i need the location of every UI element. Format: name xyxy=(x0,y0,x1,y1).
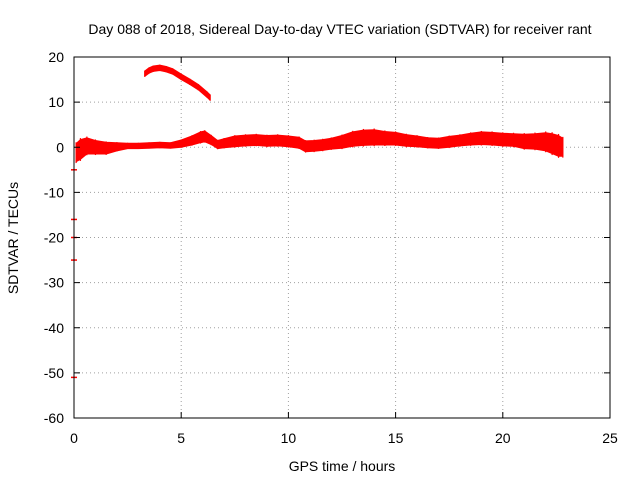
grid xyxy=(74,57,610,418)
series-arc xyxy=(144,64,211,101)
x-tick-label: 10 xyxy=(281,430,297,446)
y-tick-label: -60 xyxy=(44,410,64,426)
y-tick-label: -10 xyxy=(44,184,64,200)
y-tick-label: -30 xyxy=(44,275,64,291)
x-tick-label: 20 xyxy=(495,430,511,446)
y-tick-label: -20 xyxy=(44,230,64,246)
y-tick-label: -50 xyxy=(44,365,64,381)
x-tick-label: 25 xyxy=(602,430,618,446)
y-tick-label: 20 xyxy=(48,49,64,65)
y-tick-label: 0 xyxy=(56,139,64,155)
x-axis-label: GPS time / hours xyxy=(289,458,396,474)
chart-title: Day 088 of 2018, Sidereal Day-to-day VTE… xyxy=(88,21,591,37)
x-tick-label: 15 xyxy=(388,430,404,446)
tick-layer: 0 5 10 15 20 25 -60 -50 -40 -30 -20 -10 0 10 20 xyxy=(44,49,618,446)
series-main-band xyxy=(75,128,564,164)
band-arc xyxy=(144,64,211,101)
data-layer xyxy=(71,64,564,379)
y-tick-label: -40 xyxy=(44,320,64,336)
x-tick-label: 0 xyxy=(70,430,78,446)
y-tick-label: 10 xyxy=(48,94,64,110)
x-tick-label: 5 xyxy=(177,430,185,446)
y-axis-label: SDTVAR / TECUs xyxy=(5,182,21,294)
